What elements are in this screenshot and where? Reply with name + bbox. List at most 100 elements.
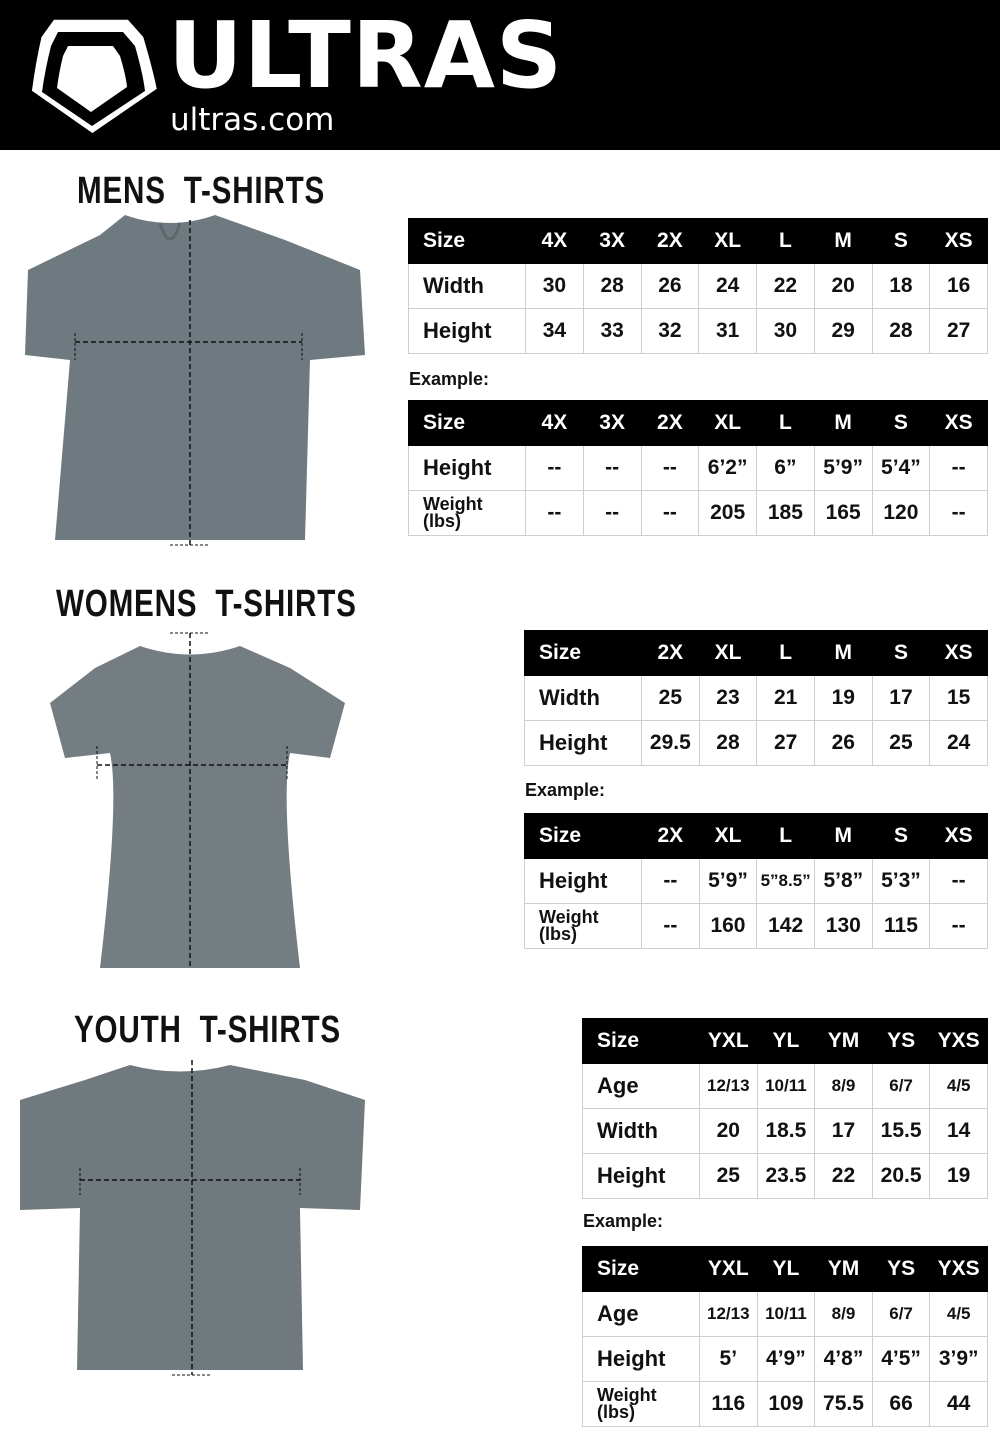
table-row: Weight (lbs) 116 109 75.5 66 44 — [582, 1381, 988, 1427]
table-row: Age 12/13 10/11 8/9 6/7 4/5 — [582, 1063, 988, 1109]
column-header: XS — [929, 218, 988, 264]
table-cell: 116 — [699, 1381, 758, 1427]
table-cell: 5’9” — [813, 445, 873, 491]
table-cell: -- — [929, 445, 988, 491]
column-header: L — [756, 218, 815, 264]
table-cell: 28 — [582, 263, 642, 309]
mens-title: MENS T-SHIRTS — [77, 170, 326, 212]
row-label: Height — [582, 1336, 700, 1382]
table-cell: -- — [640, 445, 700, 491]
table-cell: 160 — [698, 903, 758, 949]
header-row: Size 4X 3X 2X XL L M S XS — [408, 218, 988, 264]
table-row: Width 25 23 21 19 17 15 — [524, 675, 988, 721]
table-cell: 34 — [525, 308, 584, 354]
column-header: XS — [929, 630, 988, 676]
table-cell: 26 — [813, 720, 873, 766]
row-label: Weight (lbs) — [408, 490, 526, 536]
table-cell: 205 — [698, 490, 757, 536]
header-row: Size 2X XL L M S XS — [524, 813, 988, 859]
shield-logo-icon — [31, 19, 157, 134]
womens-title: WOMENS T-SHIRTS — [56, 583, 357, 625]
table-row: Height 34 33 32 31 30 29 28 27 — [408, 308, 988, 354]
column-header: M — [813, 813, 873, 859]
table-cell: 6’2” — [698, 445, 757, 491]
column-header: YM — [814, 1018, 873, 1064]
table-cell: 12/13 — [699, 1291, 758, 1337]
table-cell: -- — [582, 445, 642, 491]
column-header: XL — [698, 813, 758, 859]
table-cell: 4’5” — [871, 1336, 931, 1382]
column-header: YXL — [699, 1018, 758, 1064]
table-row: Weight (lbs) -- 160 142 130 115 -- — [524, 903, 988, 949]
row-label: Height — [582, 1153, 700, 1199]
row-label: Width — [524, 675, 642, 721]
header-row: Size 4X 3X 2X XL L M S XS — [408, 400, 988, 446]
column-header: S — [871, 400, 931, 446]
womens-example-label: Example: — [525, 780, 606, 800]
table-cell: 5’8” — [813, 858, 873, 904]
column-header: 2X — [640, 218, 700, 264]
table-row: Height 29.5 28 27 26 25 24 — [524, 720, 988, 766]
table-cell: -- — [525, 445, 584, 491]
youth-title: YOUTH T-SHIRTS — [74, 1009, 341, 1051]
column-header: YL — [756, 1246, 816, 1292]
table-row: Height 25 23.5 22 20.5 19 — [582, 1153, 988, 1199]
table-row: Height 5’ 4’9” 4’8” 4’5” 3’9” — [582, 1336, 988, 1382]
table-cell: 19 — [929, 1153, 988, 1199]
row-label: Weight (lbs) — [524, 903, 642, 949]
table-cell: 4’9” — [756, 1336, 816, 1382]
table-cell: 109 — [756, 1381, 816, 1427]
column-header: Size — [524, 630, 642, 676]
row-label: Height — [408, 445, 526, 491]
table-cell: 8/9 — [814, 1063, 873, 1109]
column-header: L — [756, 400, 815, 446]
brand-domain: ultras.com — [170, 102, 335, 138]
table-cell: 4’8” — [814, 1336, 873, 1382]
table-cell: 15.5 — [871, 1108, 931, 1154]
table-cell: 20.5 — [871, 1153, 931, 1199]
table-cell: 3’9” — [929, 1336, 988, 1382]
brand-name: ULTRAS — [168, 2, 564, 109]
column-header: XL — [698, 218, 757, 264]
table-cell: 32 — [640, 308, 700, 354]
table-cell: 18.5 — [756, 1108, 816, 1154]
table-cell: 17 — [871, 675, 931, 721]
mens-tshirt-image — [25, 215, 365, 546]
column-header: 3X — [582, 218, 642, 264]
table-cell: 185 — [756, 490, 815, 536]
column-header: 2X — [641, 630, 700, 676]
table-cell: 30 — [525, 263, 584, 309]
table-cell: 142 — [756, 903, 815, 949]
row-label: Width — [408, 263, 526, 309]
table-cell: 17 — [814, 1108, 873, 1154]
table-cell: 5’4” — [871, 445, 931, 491]
table-cell: 25 — [699, 1153, 758, 1199]
column-header: 4X — [525, 400, 584, 446]
column-header: XS — [929, 813, 988, 859]
table-cell: -- — [525, 490, 584, 536]
table-cell: -- — [929, 858, 988, 904]
mens-example-label: Example: — [409, 369, 490, 389]
column-header: M — [813, 400, 873, 446]
table-cell: 31 — [698, 308, 757, 354]
table-cell: 24 — [698, 263, 757, 309]
table-cell: 27 — [756, 720, 815, 766]
header-row: Size YXL YL YM YS YXS — [582, 1246, 988, 1292]
column-header: 3X — [582, 400, 642, 446]
table-cell: 8/9 — [814, 1291, 873, 1337]
row-label: Age — [582, 1063, 700, 1109]
column-header: YS — [871, 1246, 931, 1292]
table-cell: 26 — [640, 263, 700, 309]
table-cell: 29.5 — [641, 720, 700, 766]
table-cell: 12/13 — [699, 1063, 758, 1109]
table-cell: 33 — [582, 308, 642, 354]
column-header: S — [871, 813, 931, 859]
column-header: XS — [929, 400, 988, 446]
table-cell: -- — [641, 903, 700, 949]
column-header: YL — [756, 1018, 816, 1064]
column-header: YM — [814, 1246, 873, 1292]
table-cell: 115 — [871, 903, 931, 949]
table-cell: 25 — [641, 675, 700, 721]
row-label: Weight (lbs) — [582, 1381, 700, 1427]
table-cell: 4/5 — [929, 1063, 988, 1109]
